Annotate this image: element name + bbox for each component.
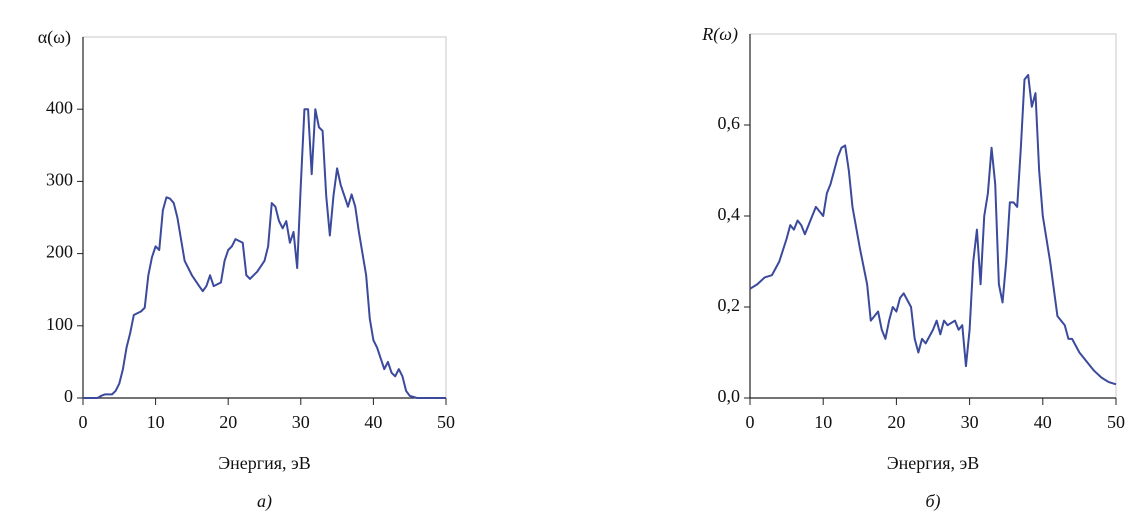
y-tick-label: 100 <box>46 314 73 334</box>
x-tick-label: 50 <box>1107 412 1125 432</box>
x-tick-label: 0 <box>79 412 88 432</box>
x-tick-label: 20 <box>887 412 905 432</box>
y-tick-label: 400 <box>46 97 73 117</box>
y-tick-label: 0,6 <box>718 113 741 133</box>
y-tick-label: 300 <box>46 170 73 190</box>
y-tick-label: 0,0 <box>718 386 741 406</box>
y-tick-label: 0,2 <box>718 295 741 315</box>
x-tick-label: 50 <box>437 412 455 432</box>
y-tick-label: 0,4 <box>718 204 741 224</box>
y-tick-label: 200 <box>46 242 73 262</box>
data-line <box>83 108 446 399</box>
data-line <box>749 73 1117 386</box>
y-tick-label: 0 <box>64 386 73 406</box>
x-tick-label: 40 <box>1034 412 1052 432</box>
x-axis-label: Энергия, эВ <box>218 453 311 473</box>
x-tick-label: 10 <box>814 412 832 432</box>
caption: а) <box>257 491 272 512</box>
x-tick-label: 10 <box>147 412 165 432</box>
caption: б) <box>925 491 940 512</box>
x-tick-label: 30 <box>292 412 310 432</box>
x-tick-label: 30 <box>961 412 979 432</box>
y-axis-label: α(ω) <box>38 27 71 48</box>
plot-frame <box>749 33 1117 399</box>
y-axis-label: R(ω) <box>701 24 738 45</box>
x-tick-label: 20 <box>219 412 237 432</box>
x-axis-label: Энергия, эВ <box>887 453 980 473</box>
x-tick-label: 0 <box>746 412 755 432</box>
plot-frame <box>82 36 447 399</box>
x-tick-label: 40 <box>364 412 382 432</box>
